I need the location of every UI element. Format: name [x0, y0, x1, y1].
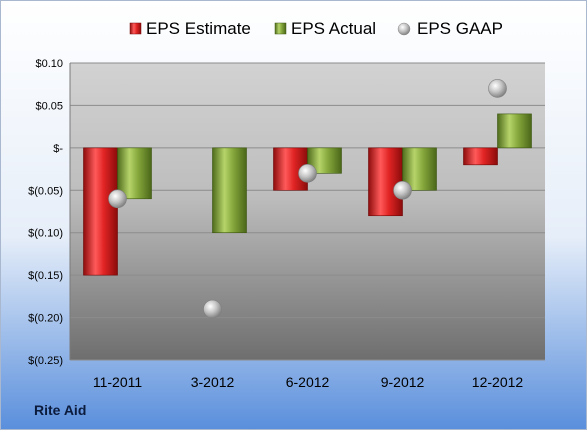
x-tick-label: 9-2012 [381, 374, 425, 390]
y-tick-label: $- [53, 143, 63, 155]
plot-area [70, 63, 545, 360]
gaap-marker [203, 299, 222, 319]
bars [83, 113, 532, 276]
y-tick-label: $(0.15) [28, 270, 63, 282]
gaap-marker [108, 189, 127, 209]
y-tick-label: $0.05 [35, 100, 63, 112]
legend-label-estimate: EPS Estimate [146, 19, 251, 38]
estimate-bar [463, 147, 498, 166]
x-axis: 11-2011 3-2012 6-2012 9-2012 12-2012 [93, 374, 524, 390]
x-tick-label: 12-2012 [472, 374, 524, 390]
gaap-markers [108, 79, 507, 319]
legend-swatch-actual [274, 22, 287, 35]
y-tick-label: $0.10 [35, 58, 63, 70]
y-tick-label: $(0.10) [28, 228, 63, 240]
gaap-marker [393, 180, 412, 200]
actual-bar [212, 147, 247, 234]
gaap-marker [298, 164, 317, 183]
estimate-bar [368, 147, 403, 217]
y-tick-label: $(0.25) [28, 355, 63, 367]
legend-swatch-estimate [129, 22, 142, 35]
legend-label-actual: EPS Actual [291, 19, 376, 38]
company-label: Rite Aid [34, 402, 86, 418]
gaap-marker [488, 79, 507, 98]
legend-swatch-gaap [397, 22, 411, 36]
x-tick-label: 11-2011 [93, 374, 143, 390]
legend-label-gaap: EPS GAAP [417, 19, 503, 38]
actual-bar [497, 113, 532, 149]
y-axis: $0.10 $0.05 $- $(0.05) $(0.10) $(0.15) $(0.20)… [28, 58, 71, 367]
actual-bar [117, 147, 152, 200]
y-tick-label: $(0.20) [28, 313, 63, 325]
x-tick-label: 6-2012 [286, 374, 330, 390]
x-tick-label: 3-2012 [191, 374, 235, 390]
legend: EPS Estimate EPS Actual EPS GAAP [129, 19, 503, 38]
estimate-bar [83, 147, 118, 276]
y-tick-label: $(0.05) [28, 185, 63, 197]
